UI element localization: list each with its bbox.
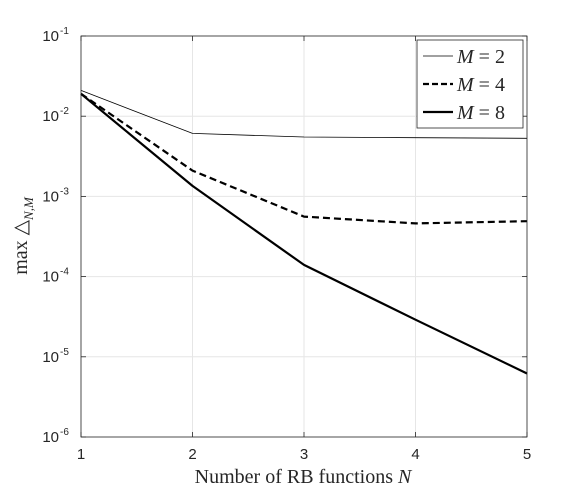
legend: M = 2 M = 4 M = 8 bbox=[416, 39, 524, 129]
legend-label: M = 2 bbox=[456, 46, 505, 68]
y-axis-label-prefix: max bbox=[10, 240, 32, 274]
y-tick-label: 10 bbox=[42, 188, 59, 205]
x-tick-label: 5 bbox=[523, 446, 531, 463]
y-tick-label-exponent: -5 bbox=[60, 347, 69, 358]
y-tick-label-exponent: -6 bbox=[60, 427, 69, 438]
series-line-1 bbox=[80, 90, 528, 139]
y-tick-label-exponent: -1 bbox=[60, 26, 69, 37]
x-tick-label: 4 bbox=[411, 446, 419, 463]
x-tick-label: 3 bbox=[300, 446, 308, 463]
y-tick-label: 10 bbox=[42, 269, 59, 286]
x-axis-label-var: N bbox=[397, 466, 413, 488]
y-tick-label-exponent: -2 bbox=[60, 106, 69, 117]
x-tick-label: 2 bbox=[188, 446, 196, 463]
y-tick-label-exponent: -3 bbox=[60, 186, 69, 197]
y-tick-label: 10 bbox=[42, 429, 59, 446]
x-tick-label: 1 bbox=[77, 446, 85, 463]
series-line-2 bbox=[80, 92, 528, 225]
y-tick-label-exponent: -4 bbox=[60, 267, 69, 278]
legend-label: M = 4 bbox=[456, 74, 505, 96]
series-line-3 bbox=[80, 92, 528, 375]
axis-ticks bbox=[80, 35, 528, 438]
y-axis-label-symbol: △ bbox=[10, 219, 32, 235]
y-axis-label-subscript: N,M bbox=[21, 196, 36, 221]
x-axis-label-text: Number of RB functions bbox=[195, 466, 394, 488]
y-tick-label: 10 bbox=[42, 349, 59, 366]
x-tick-labels: 1 2 3 4 5 bbox=[77, 446, 531, 463]
x-axis-label: Number of RB functions N bbox=[195, 466, 413, 488]
legend-label: M = 8 bbox=[456, 102, 505, 124]
y-tick-labels: 10-110-210-310-410-510-6 bbox=[42, 26, 69, 446]
y-axis-label: max △N,M bbox=[10, 196, 36, 275]
y-tick-label: 10 bbox=[42, 108, 59, 125]
y-tick-label: 10 bbox=[42, 28, 59, 45]
series-lines bbox=[80, 90, 528, 375]
